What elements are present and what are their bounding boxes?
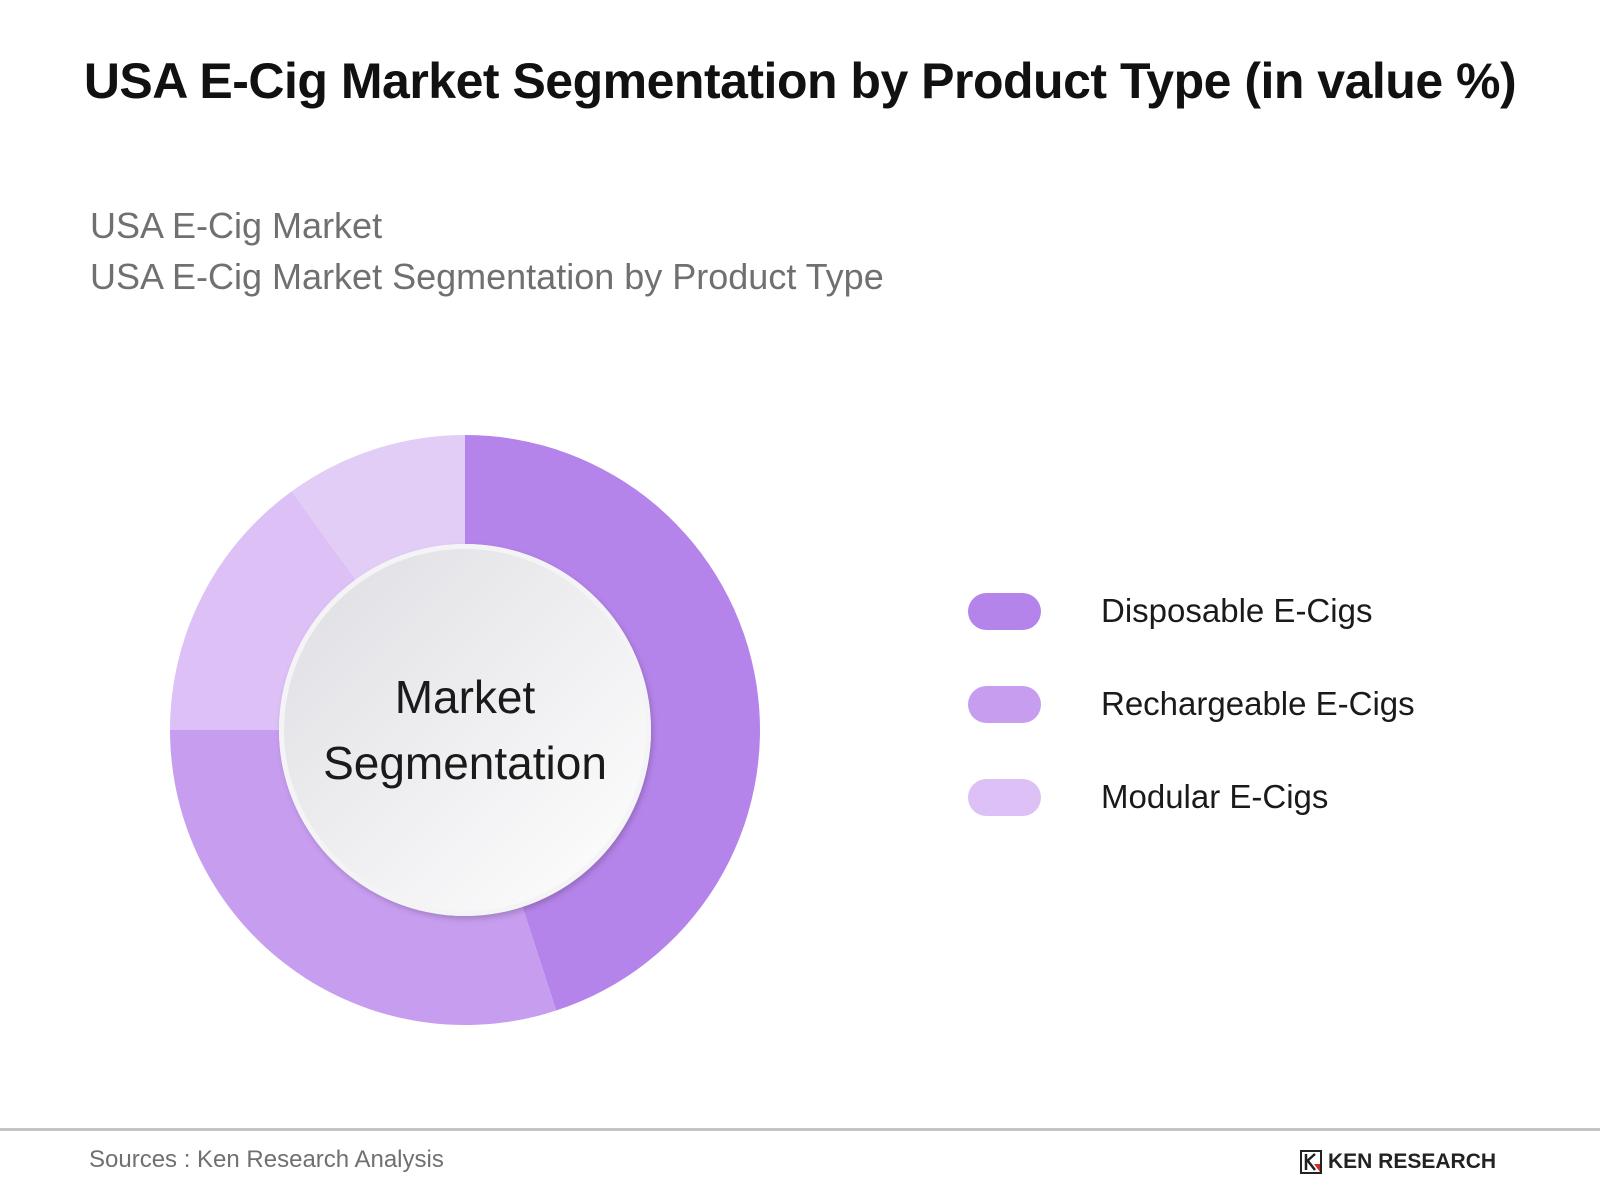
donut-segments: [170, 435, 760, 1025]
chart-subtitle-segmentation: USA E-Cig Market Segmentation by Product…: [90, 256, 884, 297]
legend-swatch-modular: [968, 778, 1041, 816]
legend-label-disposable: Disposable E-Cigs: [1101, 592, 1373, 629]
legend: Disposable E-Cigs Rechargeable E-Cigs Mo…: [968, 575, 1415, 854]
donut-segment-rechargeable-e-cigs[interactable]: [170, 730, 557, 1025]
chart-subtitle-market: USA E-Cig Market: [90, 205, 383, 246]
donut-segment-disposable-e-cigs[interactable]: [465, 435, 760, 1011]
donut-center-face: [284, 549, 646, 911]
source-note: Sources : Ken Research Analysis: [89, 1146, 444, 1173]
legend-item-rechargeable[interactable]: Rechargeable E-Cigs: [968, 668, 1415, 740]
donut-svg: [170, 435, 760, 1025]
donut-chart: Market Segmentation: [160, 425, 770, 1035]
legend-item-disposable[interactable]: Disposable E-Cigs: [968, 575, 1415, 647]
ken-logo-icon: [1300, 1150, 1322, 1174]
legend-item-modular[interactable]: Modular E-Cigs: [968, 761, 1415, 833]
chart-title: USA E-Cig Market Segmentation by Product…: [83, 53, 1517, 109]
legend-swatch-rechargeable: [968, 685, 1041, 723]
donut-segment-unlabeled-segment[interactable]: [291, 435, 465, 580]
legend-label-rechargeable: Rechargeable E-Cigs: [1101, 685, 1415, 722]
ken-research-logo: KEN RESEARCH: [1300, 1150, 1496, 1174]
footer-divider: [0, 1128, 1600, 1131]
legend-label-modular: Modular E-Cigs: [1101, 778, 1329, 815]
legend-swatch-disposable: [968, 592, 1041, 630]
logo-text: KEN RESEARCH: [1328, 1150, 1497, 1173]
donut-segment-modular-e-cigs[interactable]: [170, 491, 356, 730]
